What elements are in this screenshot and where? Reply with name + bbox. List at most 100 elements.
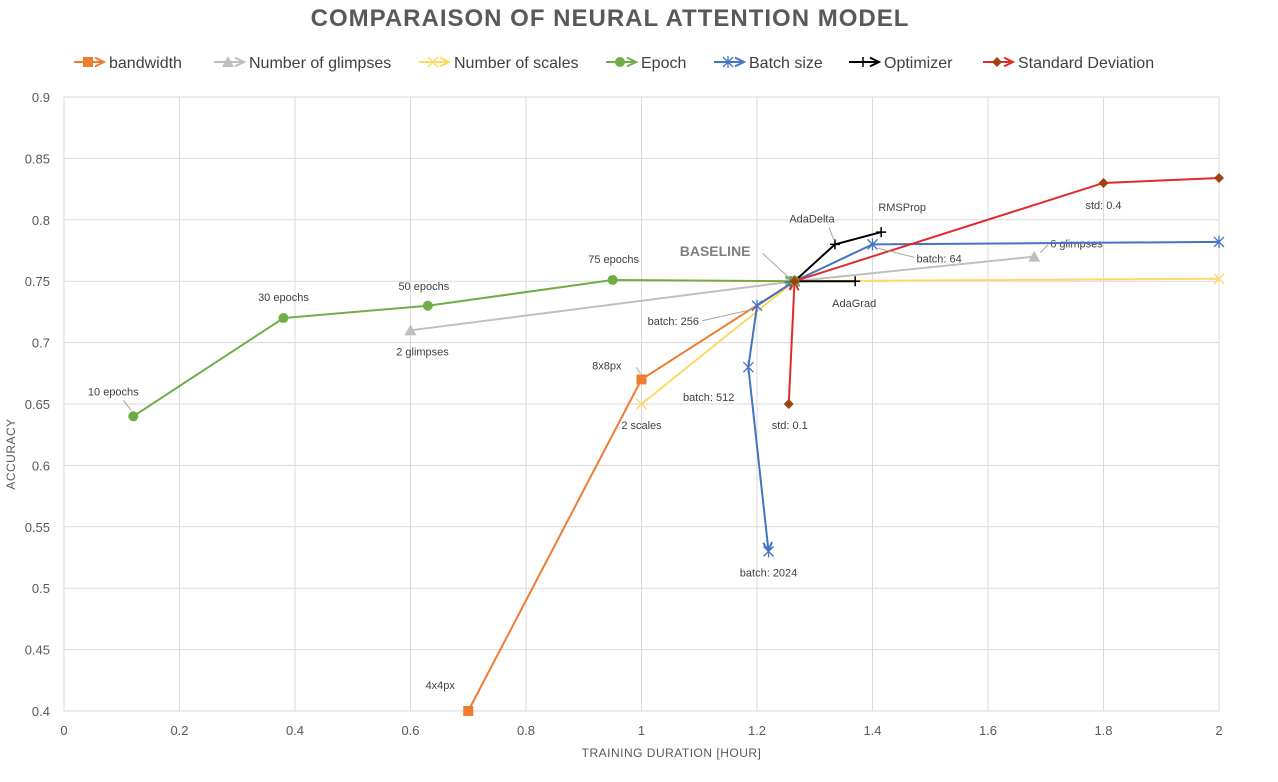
marker-diamond <box>992 57 1002 67</box>
series-3: 10 epochs 30 epochs 50 epochs 75 epochs <box>88 254 800 422</box>
data-label: 30 epochs <box>258 292 309 304</box>
leader-line <box>828 227 835 241</box>
marker-square <box>636 374 647 385</box>
series-line <box>640 277 1220 405</box>
leader-line <box>1039 244 1049 253</box>
y-tick-label: 0.45 <box>25 643 50 658</box>
y-tick-label: 0.75 <box>25 274 50 289</box>
data-label: RMSProp <box>878 202 926 214</box>
legend-label: Epoch <box>641 55 686 72</box>
series-4: batch: 2024 batch: 512 batch: 256 batch: 64 <box>648 235 1225 579</box>
marker-star <box>751 299 763 312</box>
marker-circle <box>607 274 618 285</box>
data-label: 10 epochs <box>88 386 139 398</box>
marker-circle <box>278 313 289 324</box>
gridlines <box>63 96 1220 712</box>
legend-label: Standard Deviation <box>1018 55 1154 72</box>
arrow-head <box>234 56 247 68</box>
legend-label: bandwidth <box>109 55 182 72</box>
data-label: std: 0.1 <box>772 420 808 432</box>
series-line <box>467 280 796 712</box>
marker-star <box>722 56 734 68</box>
x-tick-label: 0.6 <box>401 723 419 738</box>
legend-label: Number of glimpses <box>249 55 391 72</box>
series-2: 2 scales <box>621 273 1225 432</box>
data-label: 6 glimpses <box>1050 239 1103 251</box>
leader-line <box>762 252 789 278</box>
data-label: batch: 512 <box>683 392 734 404</box>
marker-plus <box>850 276 861 287</box>
marker-plus <box>876 227 887 238</box>
marker-star <box>1213 235 1225 248</box>
chart-title: COMPARAISON OF NEURAL ATTENTION MODEL <box>310 5 910 32</box>
arrow-head <box>439 56 452 68</box>
x-axis-title: TRAINING DURATION [HOUR] <box>582 746 762 760</box>
x-tick-label: 1.8 <box>1094 723 1112 738</box>
arrow-head <box>869 56 882 68</box>
legend-item-5: Optimizer <box>849 55 953 72</box>
x-tick-label: 0 <box>60 723 67 738</box>
data-label: 75 epochs <box>588 254 639 266</box>
y-tick-label: 0.5 <box>32 581 50 596</box>
series-line <box>787 177 1220 405</box>
marker-square <box>83 57 93 67</box>
leader-line <box>122 399 132 411</box>
legend: bandwidth Number of glimpses Number of sca… <box>74 55 1154 72</box>
marker-diamond <box>783 399 794 409</box>
marker-diamond <box>1214 173 1224 184</box>
arrow-head <box>762 541 773 554</box>
marker-star <box>742 361 754 374</box>
y-tick-label: 0.8 <box>32 213 50 228</box>
data-label: batch: 2024 <box>740 567 798 579</box>
marker-circle <box>422 300 433 311</box>
data-label: std: 0.4 <box>1085 200 1121 212</box>
y-tick-label: 0.65 <box>25 397 50 412</box>
marker-circle <box>615 57 625 67</box>
marker-plus <box>829 239 840 250</box>
marker-plus <box>858 57 868 67</box>
leader-lines <box>122 227 1049 411</box>
data-label: AdaDelta <box>789 213 835 225</box>
baseline-label: BASELINE <box>680 243 751 259</box>
series-6: std: 0.1 std: 0.4 <box>772 173 1224 432</box>
legend-label: Optimizer <box>884 55 953 72</box>
data-label: 2 glimpses <box>396 346 449 358</box>
marker-triangle <box>222 56 234 67</box>
marker-x <box>1213 273 1225 285</box>
legend-item-2: Number of scales <box>419 55 579 72</box>
marker-star <box>867 238 878 251</box>
data-label: 8x8px <box>592 360 622 372</box>
series-5: AdaGrad AdaDelta RMSProp <box>789 202 926 310</box>
x-tick-label: 2 <box>1215 723 1222 738</box>
arrow-head <box>734 56 747 68</box>
legend-item-4: Batch size <box>714 55 823 72</box>
legend-label: Batch size <box>749 55 823 72</box>
series-line <box>410 255 1035 332</box>
y-tick-label: 0.6 <box>32 458 50 473</box>
data-label: batch: 256 <box>648 316 699 328</box>
legend-label: Number of scales <box>454 55 579 72</box>
marker-circle <box>128 411 139 422</box>
x-tick-label: 1 <box>638 723 645 738</box>
data-label: batch: 64 <box>917 253 962 265</box>
marker-x <box>635 398 648 410</box>
legend-item-3: Epoch <box>606 55 686 72</box>
y-tick-label: 0.55 <box>25 520 50 535</box>
marker-diamond <box>1098 177 1109 188</box>
marker-x <box>427 56 439 68</box>
y-tick-label: 0.85 <box>25 151 50 166</box>
arrow-head <box>626 56 639 68</box>
x-tick-label: 0.4 <box>286 723 304 738</box>
y-axis-title: ACCURACY <box>4 418 18 489</box>
x-tick-label: 0.8 <box>517 723 535 738</box>
y-tick-label: 0.9 <box>32 90 50 105</box>
x-tick-label: 0.2 <box>170 723 188 738</box>
series-line <box>747 240 1220 552</box>
leader-line <box>701 309 752 322</box>
data-label: 4x4px <box>426 680 456 692</box>
arrow-head <box>1003 56 1016 68</box>
marker-triangle <box>1028 250 1041 262</box>
arrow-head <box>94 56 107 68</box>
